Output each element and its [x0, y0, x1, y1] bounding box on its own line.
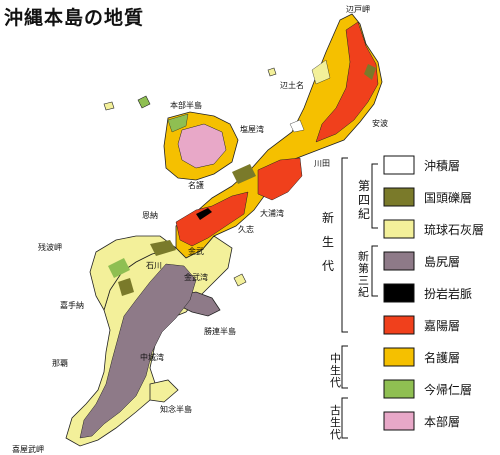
label-nakagusuku: 中城湾 — [140, 352, 164, 362]
period-neogene-4: 紀 — [358, 286, 369, 299]
bracket-mesozoic — [341, 345, 348, 389]
era-paleozoic-3: 代 — [330, 428, 341, 441]
legend-label-0: 沖積層 — [424, 158, 460, 173]
period-quaternary-2: 四 — [358, 193, 370, 207]
label-hedo: 辺戸岬 — [346, 5, 370, 14]
legend-swatch-5 — [383, 315, 415, 335]
label-katsuren: 勝連半島 — [204, 326, 236, 336]
label-kushi: 久志 — [238, 224, 254, 234]
era-mesozoic-2: 生 — [330, 363, 341, 377]
label-nago: 名護 — [188, 180, 204, 190]
legend-label-8: 本部層 — [424, 414, 460, 429]
legend-label-1: 国頭礫層 — [424, 190, 472, 205]
islet-1 — [137, 95, 151, 109]
era-brackets — [341, 157, 378, 439]
islet-3 — [233, 273, 247, 287]
unit-nakijin-south — [108, 258, 130, 278]
era-paleozoic-1: 古 — [330, 404, 341, 417]
label-oura: 大浦湾 — [260, 208, 284, 218]
bracket-paleozoic — [341, 397, 348, 439]
period-quaternary-3: 紀 — [358, 207, 370, 221]
period-neogene-3: 三 — [358, 274, 369, 287]
geology-units — [79, 21, 379, 439]
label-kinwan: 金武湾 — [184, 272, 208, 282]
era-mesozoic-1: 中 — [330, 352, 341, 365]
legend-label-4: 扮岩岩脈 — [424, 286, 472, 301]
period-neogene-2: 第 — [358, 261, 369, 275]
legend-swatch-0 — [383, 155, 415, 175]
unit-nakijin-motobu — [167, 113, 189, 133]
label-naha: 那覇 — [52, 359, 68, 368]
chinen-peninsula — [149, 379, 179, 403]
unit-shimajiri-south — [79, 263, 197, 439]
label-zanpa: 残波岬 — [38, 242, 62, 252]
unit-kayo-kin — [175, 191, 249, 247]
label-ishikawa: 石川 — [146, 261, 162, 270]
islet-2 — [103, 101, 115, 111]
label-ada: 安波 — [372, 118, 388, 128]
unit-ryukyu-north — [311, 59, 331, 85]
legend-swatch-7 — [383, 379, 415, 399]
label-kawata: 川田 — [314, 159, 330, 168]
island-west — [89, 235, 177, 312]
legend-swatch-6 — [383, 347, 415, 367]
era-labels: 新 生 代 第 四 紀 新 第 三 紀 中 生 代 古 生 代 — [322, 179, 370, 441]
label-kadena: 嘉手納 — [60, 300, 84, 310]
unit-motobu-limestone — [177, 123, 227, 169]
place-labels: 辺戸岬 辺土名 本部半島 塩屋湾 安波 川田 名護 恩納 大浦湾 久志 金武 石… — [12, 5, 388, 454]
map-title: 沖縄本島の地質 — [4, 7, 145, 29]
legend-label-5: 嘉陽層 — [424, 319, 460, 333]
label-onna: 恩納 — [142, 210, 158, 220]
legend-label-7: 今帰仁層 — [424, 382, 472, 397]
bracket-cenozoic — [341, 157, 348, 333]
label-chinen: 知念半島 — [160, 404, 192, 414]
label-kyan: 喜屋武岬 — [12, 444, 44, 454]
label-hentona: 辺土名 — [280, 80, 304, 90]
label-motobu: 本部半島 — [170, 100, 202, 110]
label-kin: 金武 — [188, 246, 204, 256]
legend-label-2: 琉球石灰層 — [424, 223, 484, 237]
legend-swatch-4 — [383, 283, 415, 303]
bracket-neogene — [371, 245, 378, 297]
legend-label-6: 名護層 — [424, 350, 460, 365]
legend-swatch-2 — [383, 219, 415, 239]
period-neogene-1: 新 — [358, 249, 369, 263]
legend-label-3: 島尻層 — [424, 254, 460, 269]
legend-swatch-3 — [383, 251, 415, 271]
era-cenozoic-2: 生 — [322, 235, 334, 249]
legend-swatch-8 — [383, 411, 415, 431]
era-cenozoic-3: 代 — [322, 259, 334, 273]
era-mesozoic-3: 代 — [330, 376, 341, 389]
unit-kunigami-central — [232, 164, 256, 184]
unit-gabbro-dike — [196, 208, 212, 220]
period-quaternary-1: 第 — [358, 179, 370, 193]
legend-swatch-1 — [383, 187, 415, 207]
unit-kayo-central — [257, 157, 303, 201]
era-paleozoic-2: 生 — [330, 415, 341, 429]
unit-kayo-east — [315, 21, 379, 143]
bracket-quaternary — [371, 163, 378, 229]
era-cenozoic-1: 新 — [322, 210, 334, 225]
islet-4 — [267, 67, 277, 77]
label-shioya: 塩屋湾 — [240, 124, 264, 134]
unit-kunigami-south — [118, 278, 134, 296]
unit-kunigami-north — [364, 64, 376, 80]
unit-kunigami-kin — [150, 240, 176, 256]
unit-alluvium-north — [289, 119, 305, 133]
